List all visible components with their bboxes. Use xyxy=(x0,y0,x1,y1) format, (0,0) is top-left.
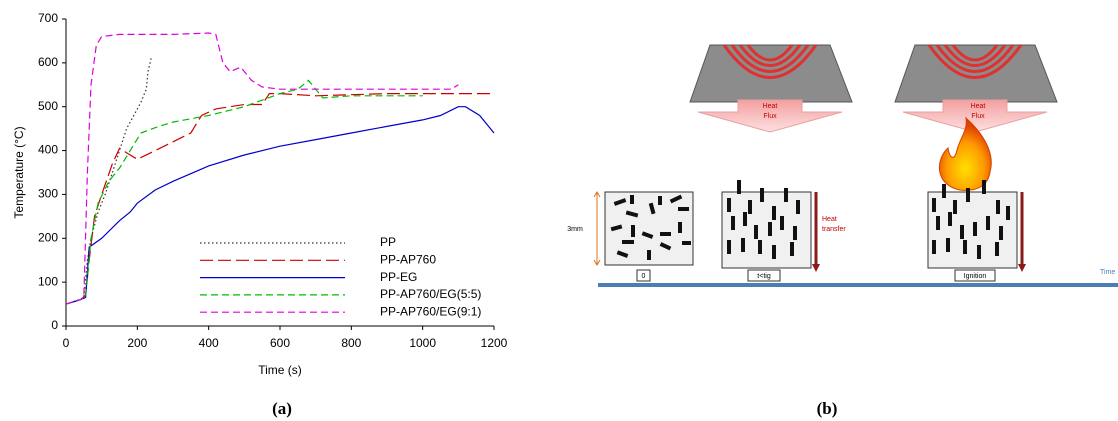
x-tick-label: 1000 xyxy=(409,336,436,350)
heat-flux-label: Flux xyxy=(763,113,777,120)
y-tick-label: 500 xyxy=(38,99,58,113)
heater: Heat Flux xyxy=(894,44,1058,133)
stage-box xyxy=(747,269,781,282)
y-tick-label: 700 xyxy=(38,11,58,25)
x-tick-label: 1200 xyxy=(481,336,508,350)
legend-label: PP-EG xyxy=(380,270,417,284)
heat-flux-label: Heat xyxy=(763,103,778,110)
y-tick-label: 200 xyxy=(38,230,58,244)
stage-box xyxy=(636,269,651,282)
x-tick-label: 800 xyxy=(341,336,361,350)
filler-particles xyxy=(932,180,1010,259)
diagram-b: Heat Flux Heat Flux xyxy=(567,44,1118,287)
stage-label: t<tig xyxy=(757,273,771,280)
heat-flux-label: Heat xyxy=(971,103,986,110)
series-line xyxy=(65,79,423,305)
series-line xyxy=(65,56,153,305)
y-tick-label: 100 xyxy=(38,274,58,288)
heat-transfer-label: transfer xyxy=(822,226,846,233)
time-label: Time xyxy=(1100,269,1115,276)
y-axis-title: Temperature (°C) xyxy=(12,126,26,218)
legend-label: PP-AP760 xyxy=(380,252,436,266)
x-axis-title: Time (s) xyxy=(258,363,302,377)
y-tick-label: 300 xyxy=(38,187,58,201)
heat-transfer-label: Heat xyxy=(822,216,837,223)
sample-box xyxy=(927,191,1018,269)
stage-label: Ignition xyxy=(964,273,987,280)
y-tick-label: 600 xyxy=(38,55,58,69)
time-axis xyxy=(598,283,1118,287)
arrow-head xyxy=(1018,264,1026,272)
filler-particles xyxy=(727,180,800,259)
legend-label: PP xyxy=(380,235,396,249)
arrow-head xyxy=(593,259,601,266)
stage-label: 0 xyxy=(642,273,646,280)
y-tick-label: 0 xyxy=(51,318,58,332)
stage-box xyxy=(954,269,996,282)
y-tick-label: 400 xyxy=(38,143,58,157)
legend-label: PP-AP760/EG(9:1) xyxy=(380,304,481,318)
panel-label: (b) xyxy=(817,399,838,418)
x-tick-label: 600 xyxy=(270,336,290,350)
x-tick-label: 400 xyxy=(199,336,219,350)
legend-label: PP-AP760/EG(5:5) xyxy=(380,287,481,301)
chart-a: 0 100 200 300 400 500 600 700 0 200 400 600 800 1000 1… xyxy=(12,11,507,377)
arrow-head xyxy=(593,191,601,198)
flame xyxy=(938,116,992,191)
heater: Heat Flux xyxy=(689,44,853,133)
panel-label: (a) xyxy=(272,399,292,418)
x-tick-label: 200 xyxy=(127,336,147,350)
thickness-label: 3mm xyxy=(567,226,583,233)
series-line xyxy=(65,106,495,305)
arrow-head xyxy=(812,264,820,272)
heat-flux-label: Flux xyxy=(971,113,985,120)
series-line xyxy=(65,93,494,305)
x-tick-label: 0 xyxy=(63,336,70,350)
series-line xyxy=(65,32,459,305)
filler-particles xyxy=(610,194,691,260)
